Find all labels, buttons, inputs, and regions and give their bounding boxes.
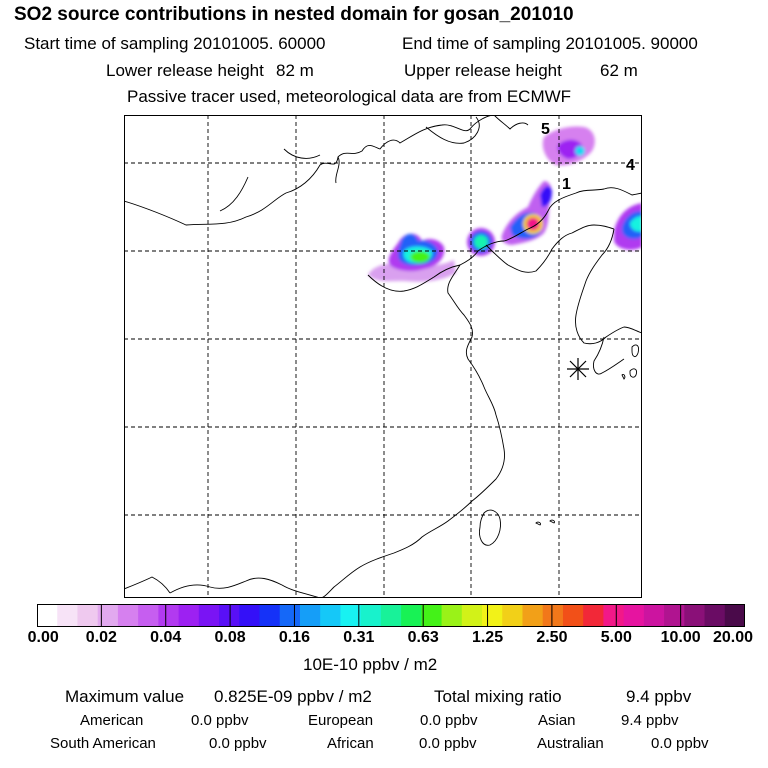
lower-release-label: Lower release height bbox=[106, 61, 264, 80]
source-label-1: 1 bbox=[562, 176, 571, 193]
receptor-asterisk-icon bbox=[567, 358, 589, 380]
colorbar-unit: 10E-10 ppbv / m2 bbox=[303, 655, 438, 674]
colorbar-tick-label: 0.08 bbox=[214, 629, 246, 646]
region-name: American bbox=[80, 712, 144, 729]
colorbar-cell bbox=[138, 604, 159, 627]
region-name: South American bbox=[50, 735, 156, 752]
end-time-label: End time of sampling 20101005. 90000 bbox=[402, 34, 698, 53]
map-panel: 5 4 1 bbox=[124, 115, 642, 598]
colorbar-tick-label: 20.00 bbox=[712, 629, 754, 646]
colorbar-cell bbox=[279, 604, 301, 627]
colorbar-cell bbox=[57, 604, 79, 627]
region-value: 0.0 ppbv bbox=[419, 735, 477, 752]
total-mixing-value: 9.4 ppbv bbox=[626, 687, 692, 706]
source-label-4: 4 bbox=[626, 157, 635, 174]
region-value: 0.0 ppbv bbox=[191, 712, 249, 729]
colorbar-cell bbox=[77, 604, 99, 627]
colorbar-cell bbox=[259, 604, 281, 627]
colorbar-cell bbox=[623, 604, 645, 627]
graticule bbox=[124, 115, 642, 598]
chart-title: SO2 source contributions in nested domai… bbox=[14, 4, 574, 25]
colorbar-cell bbox=[219, 604, 240, 627]
colorbar-cell bbox=[401, 604, 422, 627]
colorbar-tick-label: 5.00 bbox=[600, 629, 632, 646]
colorbar-cell bbox=[37, 604, 58, 627]
colorbar-cell bbox=[583, 604, 604, 627]
colorbar-cell bbox=[502, 604, 524, 627]
region-name: European bbox=[308, 712, 374, 729]
source-label-5: 5 bbox=[541, 121, 550, 138]
colorbar-tick-label: 0.63 bbox=[407, 629, 439, 646]
colorbar bbox=[37, 604, 745, 627]
lower-release-value: 82 m bbox=[276, 61, 314, 80]
colorbar-cell bbox=[684, 604, 706, 627]
colorbar-cell bbox=[340, 604, 362, 627]
colorbar-cell bbox=[482, 604, 503, 627]
plume-west bbox=[368, 233, 456, 282]
max-value: 0.825E-09 ppbv / m2 bbox=[214, 687, 372, 706]
plume-east bbox=[614, 203, 642, 250]
colorbar-cell bbox=[704, 604, 726, 627]
region-name: Asian bbox=[538, 712, 576, 729]
upper-release-value: 62 m bbox=[600, 61, 638, 80]
colorbar-tick-label: 0.02 bbox=[85, 629, 117, 646]
colorbar-tick-label: 0.31 bbox=[343, 629, 375, 646]
max-value-label: Maximum value bbox=[65, 687, 185, 706]
colorbar-cell bbox=[421, 604, 443, 627]
upper-release-label: Upper release height bbox=[404, 61, 562, 80]
colorbar-cell bbox=[158, 604, 180, 627]
colorbar-cell bbox=[178, 604, 200, 627]
plume-northeast bbox=[501, 126, 595, 245]
colorbar-cell bbox=[643, 604, 665, 627]
colorbar-tick-label: 10.00 bbox=[660, 629, 701, 646]
colorbar-cell bbox=[360, 604, 382, 627]
colorbar-cell bbox=[299, 604, 321, 627]
colorbar-cell bbox=[542, 604, 564, 627]
colorbar-cell bbox=[461, 604, 483, 627]
colorbar-tick-label: 0.00 bbox=[27, 629, 59, 646]
region-value: 9.4 ppbv bbox=[621, 712, 679, 729]
colorbar-cell bbox=[603, 604, 625, 627]
tracer-note: Passive tracer used, meteorological data… bbox=[127, 87, 572, 106]
region-name: Australian bbox=[537, 735, 604, 752]
colorbar-cell bbox=[664, 604, 685, 627]
colorbar-cell bbox=[724, 604, 745, 627]
colorbar-cell bbox=[441, 604, 463, 627]
colorbar-cell bbox=[239, 604, 261, 627]
colorbar-cell bbox=[380, 604, 402, 627]
colorbar-cell bbox=[320, 604, 342, 627]
region-value: 0.0 ppbv bbox=[209, 735, 267, 752]
plume-central bbox=[467, 228, 495, 256]
colorbar-cell bbox=[117, 604, 139, 627]
colorbar-cell bbox=[522, 604, 544, 627]
colorbar-tick-label: 2.50 bbox=[536, 629, 568, 646]
region-name: African bbox=[327, 735, 374, 752]
colorbar-cell bbox=[198, 604, 220, 627]
total-mixing-label: Total mixing ratio bbox=[434, 687, 562, 706]
colorbar-tick-label: 0.16 bbox=[278, 629, 311, 646]
region-value: 0.0 ppbv bbox=[420, 712, 478, 729]
colorbar-cell bbox=[562, 604, 584, 627]
colorbar-tick-label: 0.04 bbox=[150, 629, 182, 646]
colorbar-tick-label: 1.25 bbox=[471, 629, 504, 646]
colorbar-cell bbox=[97, 604, 119, 627]
region-value: 0.0 ppbv bbox=[651, 735, 709, 752]
start-time-label: Start time of sampling 20101005. 60000 bbox=[24, 34, 326, 53]
